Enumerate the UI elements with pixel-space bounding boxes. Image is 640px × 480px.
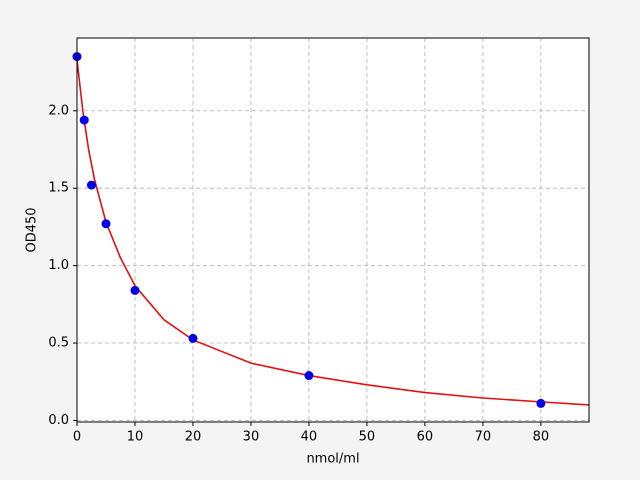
data-point [79,115,89,125]
x-tick-label: 20 [185,430,202,445]
y-tick-label: 0.0 [48,413,69,428]
x-tick-label: 60 [417,430,434,445]
fit-curve [76,59,590,406]
x-axis-label: nmol/ml [306,452,359,467]
data-point [86,180,96,190]
y-axis-label: OD450 [25,207,40,252]
x-tick-label: 70 [475,430,492,445]
data-point [130,285,140,295]
x-tick-label: 40 [301,430,318,445]
data-point [304,371,314,381]
y-tick-label: 1.5 [48,181,69,196]
data-point [188,333,198,343]
x-tick-label: 0 [73,430,81,445]
y-tick-label: 1.0 [48,258,69,273]
data-point [536,398,546,408]
y-tick-label: 0.5 [48,336,69,351]
data-point [101,219,111,229]
x-tick-label: 30 [243,430,260,445]
x-tick-label: 10 [127,430,144,445]
plot-area [77,38,589,422]
x-tick-label: 50 [359,430,376,445]
x-tick-label: 80 [533,430,550,445]
y-tick-label: 2.0 [48,103,69,118]
plot-frame [76,37,590,423]
